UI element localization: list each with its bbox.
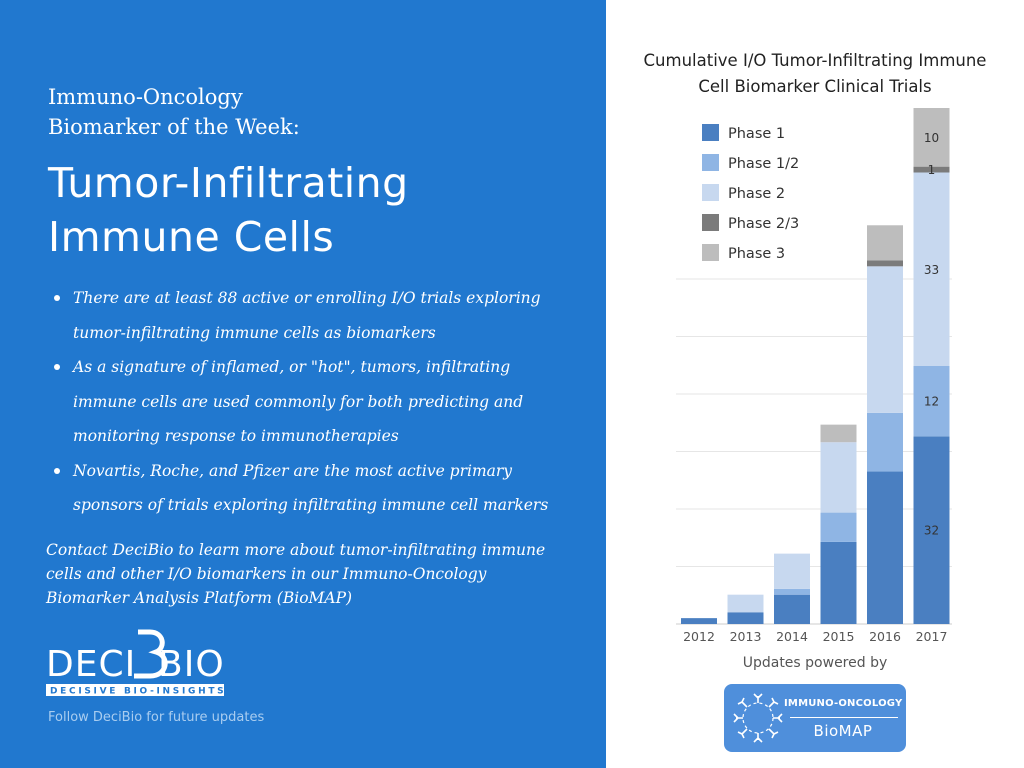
logo-tagline-bar — [46, 684, 224, 696]
bar-segment[interactable] — [913, 166, 950, 173]
gridlines — [676, 278, 952, 625]
chart-title-line: Cumulative I/O Tumor-Infiltrating Immune — [643, 51, 987, 70]
bullet-line: As a signature of inflamed, or "hot", tu… — [73, 358, 511, 376]
headline-line: Immune Cells — [48, 213, 335, 261]
bar-segment[interactable] — [820, 512, 857, 542]
data-label: 33 — [924, 263, 939, 277]
follow-text[interactable]: Follow DeciBio for future updates — [48, 710, 265, 725]
data-label: 1 — [928, 163, 936, 177]
x-tick-label: 2013 — [730, 629, 762, 644]
headline-line: Tumor-Infiltrating — [48, 159, 409, 207]
bar-segment[interactable] — [727, 612, 764, 624]
bar-segment[interactable] — [867, 412, 903, 472]
bullet-line: tumor-infiltrating immune cells as bioma… — [73, 323, 436, 342]
bar-segment[interactable] — [727, 594, 764, 613]
bar-segment[interactable] — [774, 553, 810, 589]
legend-label: Phase 3 — [728, 246, 785, 262]
kicker: Immuno-Oncology Biomarker of the Week: — [48, 82, 448, 142]
legend-label: Phase 2 — [728, 186, 785, 202]
bar-segment[interactable] — [820, 424, 857, 443]
biomap-badge[interactable]: IMMUNO-ONCOLOGY BioMAP — [724, 684, 906, 752]
legend-swatch — [702, 154, 719, 171]
data-label: 12 — [924, 395, 939, 409]
x-tick-label: 2016 — [869, 629, 901, 644]
bar-segment[interactable] — [913, 436, 950, 624]
bullet-line: monitoring response to immunotherapies — [73, 427, 399, 445]
bar-segment[interactable] — [774, 594, 810, 624]
bar-segment[interactable] — [867, 225, 903, 261]
stacked-bar-chart: 32 12 33 1 10 2012 2013 2014 2015 2016 2017 Phase… — [676, 108, 952, 644]
legend-swatch — [702, 124, 719, 141]
badge-top-text: IMMUNO-ONCOLOGY — [784, 698, 903, 709]
bar-segment[interactable] — [820, 541, 857, 624]
bullet-list: There are at least 88 active or enrollin… — [48, 281, 578, 523]
left-info-panel: Immuno-Oncology Biomarker of the Week: T… — [0, 0, 606, 768]
bar-segment[interactable] — [913, 108, 950, 167]
contact-line: Biomarker Analysis Platform (BioMAP) — [46, 589, 353, 607]
contact-line: Contact DeciBio to learn more about tumo… — [46, 541, 546, 559]
bar-segment[interactable] — [867, 266, 903, 413]
decibio-logo[interactable]: DECI BIO DECISIVE BIO-INSIGHTS — [46, 628, 236, 700]
legend-label: Phase 2/3 — [728, 216, 799, 232]
logo-word-left: DECI — [46, 644, 136, 685]
data-label: 10 — [924, 131, 939, 145]
x-tick-label: 2014 — [776, 629, 808, 644]
logo-word-right: BIO — [158, 644, 225, 685]
bar-segment[interactable] — [820, 442, 857, 513]
chart-title-line: Cell Biomarker Clinical Trials — [698, 77, 932, 96]
bullet-dot — [54, 364, 60, 370]
x-axis: 2012 2013 2014 2015 2016 2017 — [683, 629, 947, 644]
legend-swatch — [702, 244, 719, 261]
bullet-dot — [54, 467, 60, 474]
legend-label: Phase 1/2 — [728, 156, 799, 172]
contact-text: Contact DeciBio to learn more about tumo… — [46, 538, 586, 610]
logo-b-shape — [134, 629, 168, 679]
kicker-line: Immuno-Oncology — [48, 85, 243, 109]
badge-divider — [790, 717, 898, 718]
legend-swatch — [702, 214, 719, 231]
logo-tagline: DECISIVE BIO-INSIGHTS — [50, 687, 226, 697]
kicker-line: Biomarker of the Week: — [48, 115, 300, 139]
x-tick-label: 2012 — [683, 629, 715, 644]
bullet-line: sponsors of trials exploring infiltratin… — [73, 496, 549, 514]
bullet-item: There are at least 88 active or enrollin… — [48, 281, 578, 350]
bullet-line: Novartis, Roche, and Pfizer are the most… — [73, 461, 513, 480]
bar-segment[interactable] — [913, 172, 950, 367]
bullet-line: There are at least 88 active or enrollin… — [73, 289, 541, 307]
badge-bottom-text: BioMAP — [813, 722, 873, 740]
data-label: 32 — [924, 524, 939, 538]
bar-segment[interactable] — [774, 588, 810, 595]
bar-segment[interactable] — [867, 471, 903, 624]
bars — [681, 108, 950, 624]
bar-segment[interactable] — [681, 618, 717, 624]
bullet-item: As a signature of inflamed, or "hot", tu… — [48, 350, 578, 454]
legend-swatch — [702, 184, 719, 201]
legend: Phase 1 Phase 1/2 Phase 2 Phase 2/3 Phase 3 — [702, 124, 799, 262]
updates-label: Updates powered by — [742, 655, 888, 671]
x-tick-label: 2017 — [916, 629, 948, 644]
bullet-dot — [54, 295, 60, 301]
data-labels: 32 12 33 1 10 — [924, 131, 939, 538]
bar-segment[interactable] — [867, 260, 903, 267]
contact-line: cells and other I/O biomarkers in our Im… — [46, 565, 487, 583]
antibody-ring-icon — [733, 693, 783, 743]
x-tick-label: 2015 — [823, 629, 855, 644]
bullet-line: immune cells are used commonly for both … — [73, 392, 524, 411]
chart-title: Cumulative I/O Tumor-Infiltrating Immune… — [606, 48, 1024, 100]
headline: Tumor-Infiltrating Immune Cells — [48, 156, 568, 264]
bullet-item: Novartis, Roche, and Pfizer are the most… — [48, 454, 578, 523]
bar-segment[interactable] — [913, 366, 950, 437]
legend-label: Phase 1 — [728, 126, 785, 142]
